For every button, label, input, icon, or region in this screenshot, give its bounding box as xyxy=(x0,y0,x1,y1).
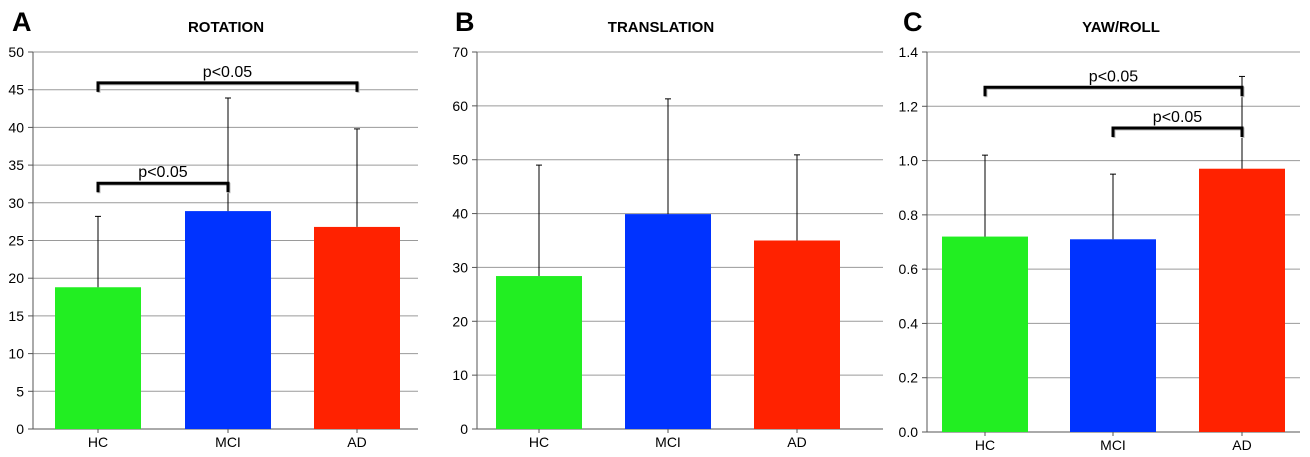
significance-bracket xyxy=(1113,128,1242,137)
significance-bracket xyxy=(98,183,228,192)
y-tick-label: 30 xyxy=(8,195,24,211)
bar-hc xyxy=(496,276,582,429)
x-tick-label: AD xyxy=(347,434,366,450)
bar-mci xyxy=(1070,239,1156,432)
y-tick-label: 45 xyxy=(8,82,24,98)
x-tick-label: MCI xyxy=(655,434,681,450)
x-tick-label: HC xyxy=(975,437,995,452)
bar-ad xyxy=(1199,169,1285,432)
bar-ad xyxy=(754,241,840,430)
significance-label: p<0.05 xyxy=(138,164,187,181)
bar-mci xyxy=(185,211,271,429)
x-tick-label: MCI xyxy=(215,434,241,450)
significance-bracket-shadow xyxy=(986,88,1243,97)
y-tick-label: 0.0 xyxy=(899,424,919,440)
bar-mci xyxy=(625,214,711,429)
x-tick-label: HC xyxy=(88,434,108,450)
y-tick-label: 0.2 xyxy=(899,370,919,386)
y-tick-label: 70 xyxy=(452,44,468,60)
y-tick-label: 0 xyxy=(460,421,468,437)
chart-title: ROTATION xyxy=(188,19,264,36)
y-tick-label: 60 xyxy=(452,98,468,114)
y-tick-label: 1.0 xyxy=(899,153,919,169)
significance-label: p<0.05 xyxy=(1153,109,1202,126)
y-tick-label: 15 xyxy=(8,308,24,324)
y-tick-label: 0.8 xyxy=(899,207,919,223)
chart-panel-b: B TRANSLATION 0 10 20 30 40 50 60 70 HC MCI AD xyxy=(452,7,883,450)
y-tick-label: 1.2 xyxy=(899,98,919,114)
significance-bracket-shadow xyxy=(99,184,229,193)
x-tick-label: MCI xyxy=(1100,437,1126,452)
y-tick-label: 35 xyxy=(8,157,24,173)
y-tick-label: 0.6 xyxy=(899,261,919,277)
significance-bracket-shadow xyxy=(99,84,358,93)
y-tick-label: 1.4 xyxy=(899,44,919,60)
y-tick-label: 10 xyxy=(8,346,24,362)
y-tick-label: 20 xyxy=(8,270,24,286)
chart-title: TRANSLATION xyxy=(608,19,714,36)
panel-label: C xyxy=(903,7,923,37)
chart-title: YAW/ROLL xyxy=(1082,19,1160,36)
significance-label: p<0.05 xyxy=(203,64,252,81)
significance-bracket-shadow xyxy=(1114,129,1243,138)
chart-panel-a: A ROTATION 0 5 10 15 20 25 30 35 40 45 50 HC MCI AD p<0.… xyxy=(8,7,418,450)
y-tick-label: 25 xyxy=(8,233,24,249)
significance-label: p<0.05 xyxy=(1089,68,1138,85)
chart-panel-c: C YAW/ROLL 0.0 0.2 0.4 0.6 0.8 1.0 1.2 1.4 HC MCI AD… xyxy=(899,7,1300,452)
y-tick-label: 0 xyxy=(16,421,24,437)
x-tick-label: AD xyxy=(1232,437,1251,452)
y-tick-label: 40 xyxy=(8,119,24,135)
panel-label: B xyxy=(455,7,475,37)
panel-label: A xyxy=(12,7,32,37)
significance-bracket xyxy=(985,87,1242,96)
y-tick-label: 40 xyxy=(452,206,468,222)
x-tick-label: HC xyxy=(529,434,549,450)
x-tick-label: AD xyxy=(787,434,806,450)
y-tick-label: 20 xyxy=(452,313,468,329)
y-tick-label: 50 xyxy=(452,152,468,168)
bar-hc xyxy=(55,287,141,429)
significance-bracket xyxy=(98,83,357,92)
y-tick-label: 5 xyxy=(16,383,24,399)
bar-hc xyxy=(942,237,1028,432)
y-tick-label: 0.4 xyxy=(899,315,919,331)
y-tick-label: 10 xyxy=(452,367,468,383)
y-tick-label: 50 xyxy=(8,44,24,60)
y-tick-label: 30 xyxy=(452,259,468,275)
bar-ad xyxy=(314,227,400,429)
